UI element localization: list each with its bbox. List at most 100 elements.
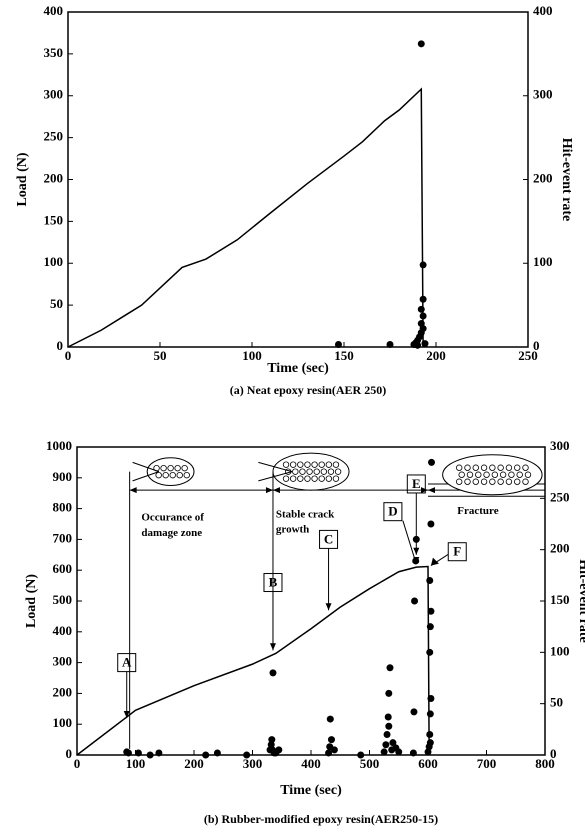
hit-point bbox=[427, 607, 435, 615]
y2-tick-label: 100 bbox=[550, 643, 570, 658]
annotation: growth bbox=[276, 524, 309, 536]
y-tick-label: 900 bbox=[53, 469, 73, 484]
hit-point bbox=[417, 305, 425, 313]
y-tick-label: 0 bbox=[57, 338, 64, 353]
x-tick-label: 150 bbox=[334, 348, 354, 363]
particle bbox=[497, 478, 504, 485]
y-tick-label: 800 bbox=[53, 500, 73, 515]
label-box bbox=[319, 529, 339, 549]
label-box bbox=[447, 542, 467, 562]
particle bbox=[313, 468, 320, 475]
x-tick-label: 400 bbox=[301, 756, 321, 771]
x-tick-label: 600 bbox=[418, 756, 438, 771]
crack bbox=[132, 471, 160, 482]
y-tick-label: 200 bbox=[44, 170, 64, 185]
hit-point bbox=[427, 520, 435, 528]
point-label: C bbox=[324, 531, 333, 546]
particle bbox=[522, 464, 529, 471]
hit-point bbox=[124, 749, 132, 757]
particle bbox=[491, 471, 499, 478]
y-tick-label: 400 bbox=[44, 3, 64, 18]
hit-point bbox=[386, 340, 394, 348]
particle bbox=[297, 475, 304, 482]
y-tick-label: 500 bbox=[53, 592, 73, 607]
particle bbox=[325, 475, 333, 482]
x-tick-label: 50 bbox=[154, 348, 167, 363]
hit-point bbox=[419, 312, 427, 320]
hit-point bbox=[386, 664, 394, 672]
particle bbox=[514, 478, 521, 485]
chart-caption: (b) Rubber-modified epoxy resin(AER250-1… bbox=[204, 812, 438, 826]
arrow-head bbox=[428, 487, 435, 494]
specimen-sketch bbox=[272, 452, 350, 491]
hit-point bbox=[411, 597, 419, 605]
x-axis-label: Time (sec) bbox=[280, 783, 342, 798]
y-axis-label: Load (N) bbox=[24, 574, 39, 628]
specimen-sketch bbox=[146, 457, 195, 487]
point-label: E bbox=[412, 476, 421, 491]
particle bbox=[318, 461, 325, 468]
particle bbox=[282, 461, 290, 468]
hit-point bbox=[146, 751, 154, 759]
particle bbox=[160, 464, 167, 472]
arrow-head bbox=[413, 547, 420, 555]
y-tick-label: 600 bbox=[53, 561, 73, 576]
y2-tick-label: 200 bbox=[533, 170, 553, 185]
y-tick-label: 250 bbox=[44, 129, 64, 144]
particle bbox=[318, 475, 325, 482]
y-tick-label: 100 bbox=[44, 254, 64, 269]
particle bbox=[475, 471, 482, 478]
y-tick-label: 300 bbox=[44, 87, 64, 102]
annotation: Fracture bbox=[457, 505, 498, 517]
crack bbox=[258, 471, 293, 482]
hit-point bbox=[325, 749, 333, 757]
particle bbox=[311, 461, 318, 468]
particle bbox=[505, 478, 513, 485]
particle bbox=[320, 468, 328, 475]
arrow-head bbox=[325, 603, 332, 611]
particle bbox=[304, 461, 311, 468]
x-tick-label: 0 bbox=[74, 756, 81, 771]
hit-point bbox=[419, 295, 427, 303]
particle bbox=[456, 464, 463, 471]
y2-axis-label: Hit-event rate bbox=[559, 138, 574, 222]
hit-point bbox=[268, 736, 276, 744]
particle bbox=[524, 471, 532, 478]
particle bbox=[311, 475, 318, 482]
hit-point bbox=[426, 710, 434, 718]
hit-point bbox=[275, 746, 283, 754]
y-tick-label: 1000 bbox=[46, 438, 72, 453]
hit-point bbox=[243, 751, 251, 759]
crack bbox=[258, 461, 293, 473]
x-tick-label: 500 bbox=[360, 756, 380, 771]
y-axis-label: Load (N) bbox=[15, 152, 30, 206]
hit-point bbox=[385, 722, 393, 730]
particle bbox=[464, 464, 471, 471]
particle bbox=[327, 468, 335, 475]
particle bbox=[505, 464, 513, 471]
particle bbox=[514, 464, 521, 471]
y-tick-label: 0 bbox=[66, 746, 73, 761]
particle bbox=[183, 471, 190, 479]
load-line bbox=[76, 565, 430, 756]
particle bbox=[497, 464, 504, 471]
hit-point bbox=[327, 736, 335, 744]
particle bbox=[489, 464, 496, 471]
hit-point bbox=[427, 695, 435, 703]
particle bbox=[466, 471, 474, 478]
hit-point bbox=[389, 739, 397, 747]
particle bbox=[169, 471, 176, 479]
particle bbox=[472, 464, 479, 471]
hit-point bbox=[334, 340, 342, 348]
y2-tick-label: 250 bbox=[550, 489, 570, 504]
arrow-head bbox=[123, 711, 130, 719]
hit-point bbox=[383, 730, 391, 738]
particle bbox=[289, 461, 297, 468]
x-tick-label: 200 bbox=[426, 348, 446, 363]
y2-tick-label: 0 bbox=[533, 338, 540, 353]
y2-tick-label: 400 bbox=[533, 3, 553, 18]
arrow-head bbox=[272, 487, 280, 494]
particle bbox=[282, 475, 290, 482]
